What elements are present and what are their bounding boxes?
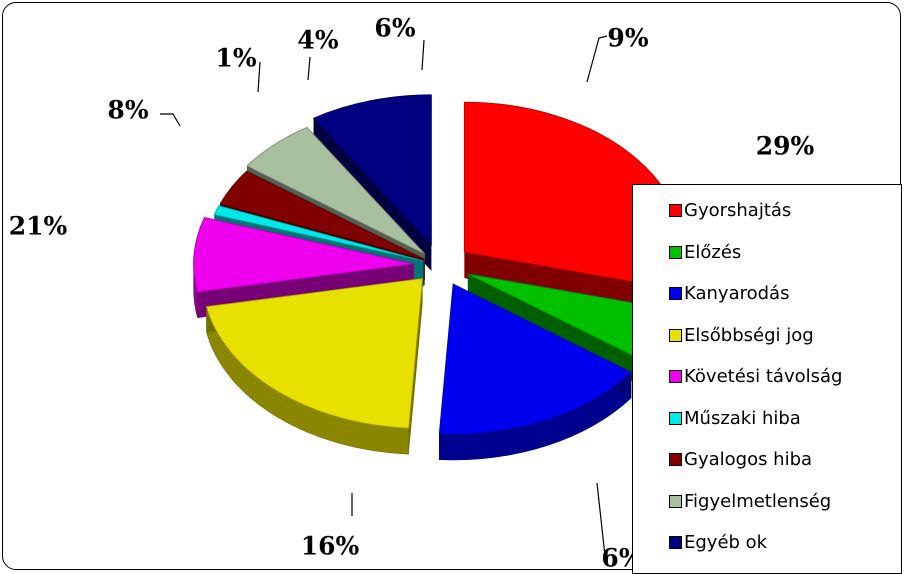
- legend-item: Gyorshajtás: [669, 199, 791, 223]
- legend-swatch: [669, 411, 682, 425]
- data-label-9: 9%: [607, 24, 648, 53]
- leader-line-8: [421, 39, 425, 71]
- legend-label: Előzés: [684, 241, 742, 263]
- legend-swatch: [669, 245, 682, 259]
- legend-swatch: [669, 287, 682, 300]
- legend-swatch: [669, 370, 682, 383]
- legend-item: Kanyarodás: [669, 282, 789, 306]
- data-label-3: 16%: [301, 532, 360, 561]
- legend-label: Egyéb ok: [684, 532, 768, 553]
- leader-line-5: [160, 113, 181, 127]
- legend-swatch: [669, 328, 682, 342]
- legend-item: Figyelmetlenség: [669, 490, 831, 514]
- legend-label: Figyelmetlenség: [684, 490, 832, 512]
- data-label-8: 6%: [374, 14, 415, 43]
- data-label-5: 8%: [107, 96, 148, 125]
- data-label-1: 29%: [756, 132, 815, 161]
- legend-label: Követési távolság: [684, 366, 843, 387]
- pie-slice-4: [205, 278, 423, 455]
- legend-item: Műszaki hiba: [669, 407, 801, 431]
- legend-item: Egyéb ok: [669, 531, 767, 555]
- legend-label: Műszaki hiba: [684, 407, 801, 429]
- legend-label: Elsőbbségi jog: [684, 324, 814, 346]
- leader-line-2: [596, 482, 606, 557]
- pie-slice-3: [438, 283, 632, 461]
- legend-item: Előzés: [669, 241, 741, 265]
- leader-line-9: [586, 35, 608, 83]
- legend-swatch: [669, 204, 682, 217]
- legend-swatch: [669, 494, 682, 508]
- legend-label: Gyalogos hiba: [684, 449, 813, 470]
- legend: Gyorshajtás Előzés Kanyarodás Elsőbbségi jo…: [632, 184, 902, 574]
- data-label-6: 1%: [215, 44, 256, 73]
- legend-label: Kanyarodás: [684, 283, 790, 304]
- data-label-4: 21%: [9, 212, 68, 241]
- leader-line-7: [307, 56, 311, 81]
- legend-item: Követési távolság: [669, 365, 842, 389]
- legend-swatch: [669, 536, 682, 549]
- legend-item: Gyalogos hiba: [669, 448, 812, 472]
- data-label-7: 4%: [297, 26, 338, 55]
- leader-line-6: [257, 61, 261, 93]
- legend-swatch: [669, 453, 682, 466]
- legend-item: Elsőbbségi jog: [669, 324, 814, 348]
- legend-label: Gyorshajtás: [684, 200, 792, 221]
